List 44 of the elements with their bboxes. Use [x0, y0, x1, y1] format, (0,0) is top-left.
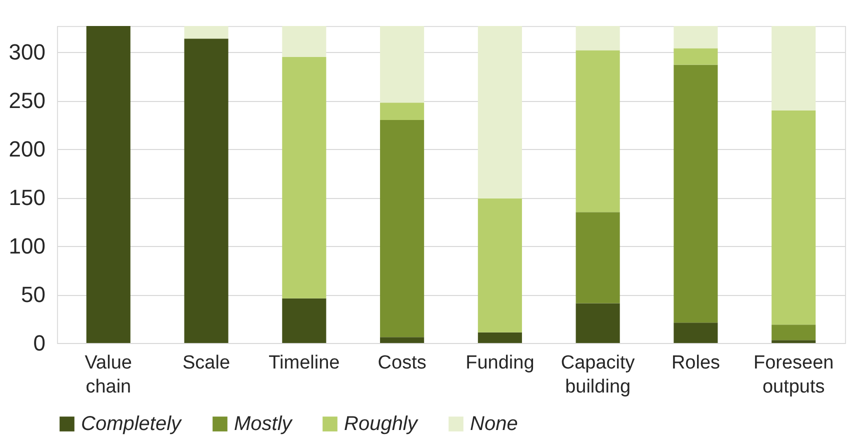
bar [772, 110, 816, 325]
bar [184, 26, 228, 39]
x-tick-label: Roles [671, 352, 720, 374]
bar [478, 26, 522, 199]
bar [674, 26, 718, 48]
y-tick-label: 300 [8, 40, 46, 65]
x-tick-label: Funding [466, 352, 534, 374]
bar [282, 298, 326, 343]
legend-label: Roughly [344, 413, 418, 435]
bar [478, 332, 522, 343]
x-tick-label: Timeline [268, 352, 340, 374]
x-tick-label: Scale [182, 352, 230, 374]
bar [380, 102, 424, 120]
bar [576, 212, 620, 304]
bar [772, 26, 816, 110]
x-tick-label: Foreseen outputs [753, 352, 834, 398]
x-tick-label: Value chain [84, 352, 132, 398]
bar [674, 48, 718, 65]
y-tick-label: 150 [8, 185, 46, 210]
bar [576, 26, 620, 50]
bar [282, 57, 326, 298]
bar [772, 340, 816, 343]
bar [282, 26, 326, 58]
x-tick-label: Capacity building [560, 352, 636, 398]
y-tick-label: 50 [21, 282, 46, 308]
bar [576, 50, 620, 212]
bar [184, 38, 228, 343]
bar [380, 120, 424, 338]
bar [86, 26, 130, 343]
bar [478, 198, 522, 332]
legend-label: Completely [81, 413, 182, 435]
y-tick-label: 250 [8, 88, 46, 114]
bar [772, 324, 816, 340]
bar [674, 322, 718, 343]
bar [674, 64, 718, 323]
y-tick-label: 100 [8, 234, 46, 259]
y-tick-label: 0 [33, 330, 46, 356]
bar [380, 337, 424, 343]
bar [576, 303, 620, 343]
bar [380, 26, 424, 103]
legend-label: Mostly [234, 413, 293, 435]
legend-label: None [470, 413, 518, 435]
x-tick-label: Costs [378, 352, 426, 374]
y-tick-label: 200 [8, 136, 46, 162]
